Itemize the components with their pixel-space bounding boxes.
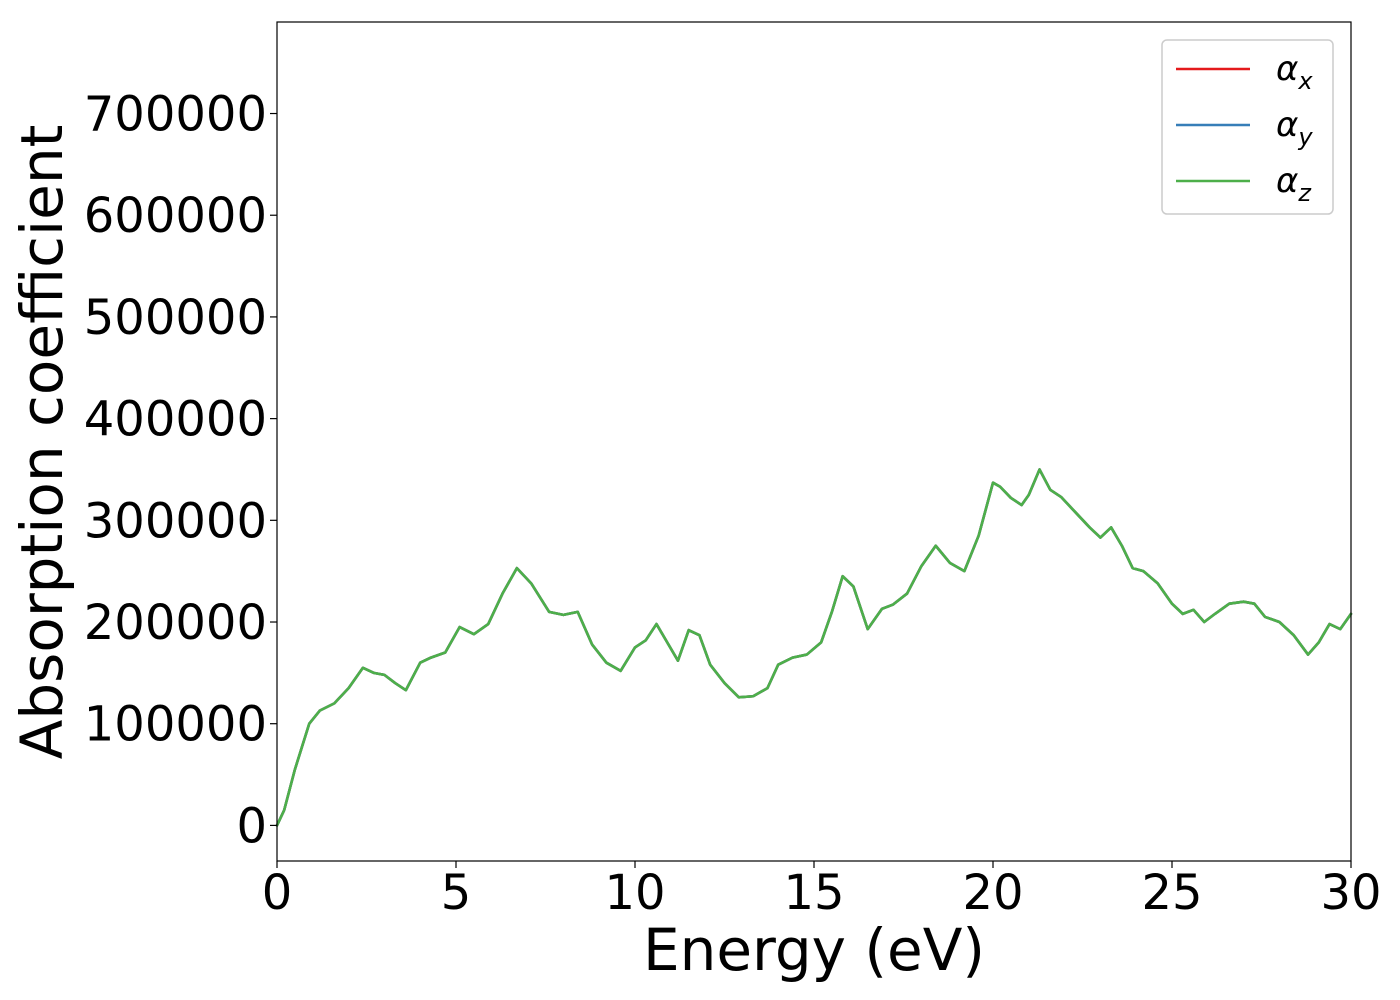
legend-symbol: α [1276,49,1298,89]
x-axis-title: Energy (eV) [643,916,985,984]
y-tick-label: 0 [236,798,267,854]
legend-label-0: αx [1276,49,1313,95]
x-tick-label: 30 [1320,865,1381,921]
legend-symbol: α [1276,161,1298,201]
x-tick-label: 0 [262,865,293,921]
y-tick-label: 200000 [84,595,267,651]
x-tick-label: 5 [441,865,472,921]
series-layer [275,468,1353,827]
x-axis: 0 5 10 15 20 25 30 [262,861,1382,921]
x-tick-label: 20 [962,865,1023,921]
legend-subscript: y [1297,123,1313,151]
legend-subscript: x [1297,67,1313,95]
legend-label-2: αz [1276,161,1312,207]
y-tick-label: 700000 [84,87,267,143]
y-tick-label: 400000 [84,392,267,448]
x-tick-label: 25 [1141,865,1202,921]
legend-subscript: z [1297,179,1312,207]
y-tick-label: 500000 [84,290,267,346]
legend-symbol: α [1276,105,1298,145]
y-tick-label: 600000 [84,188,267,244]
x-tick-label: 15 [783,865,844,921]
y-tick-label: 300000 [84,493,267,549]
legend-box [1161,39,1334,215]
y-tick-label: 100000 [84,697,267,753]
y-axis-title: Absorption coefficient [8,125,76,760]
y-axis: 0 100000 200000 300000 400000 500000 600000 700… [84,87,277,854]
x-tick-label: 10 [604,865,665,921]
legend-label-1: αy [1276,105,1313,151]
series-line-2 [275,468,1353,827]
